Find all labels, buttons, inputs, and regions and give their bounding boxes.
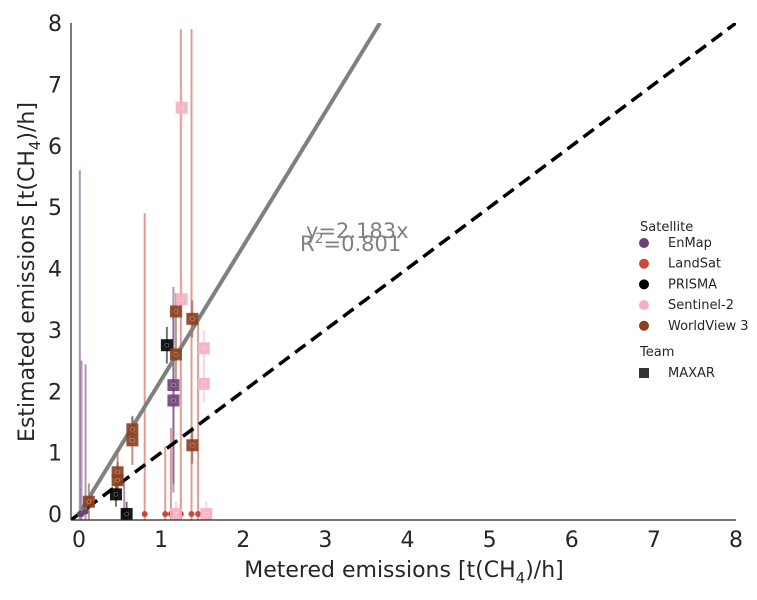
- data-point-center: [171, 382, 176, 388]
- legend-marker: [639, 300, 649, 311]
- legend-marker: [639, 320, 649, 331]
- x-tick-label: 6: [565, 528, 579, 553]
- data-point-center: [173, 352, 179, 357]
- data-point-center: [130, 438, 135, 443]
- x-axis-label: Metered emissions [t(CH4)/h]: [244, 558, 563, 587]
- legend-team-label: MAXAR: [668, 366, 715, 381]
- y-tick-label: 1: [48, 442, 62, 467]
- x-tick-label: 1: [154, 528, 168, 553]
- y-tick-label: 6: [48, 135, 62, 160]
- data-point-center: [115, 477, 120, 483]
- data-point-center: [201, 346, 207, 351]
- data-point-center: [115, 470, 120, 475]
- x-tick-label: 5: [483, 528, 497, 553]
- x-tick-label: 8: [729, 528, 743, 553]
- data-point-center: [124, 511, 129, 517]
- data-point: [141, 511, 148, 517]
- data-point-center: [179, 105, 184, 110]
- data-point-center: [190, 443, 195, 448]
- legend-satellite-title: Satellite: [640, 220, 693, 235]
- y-tick-label: 5: [48, 196, 62, 221]
- legend-entry-label: Sentinel-2: [668, 298, 734, 313]
- parity-line: [71, 23, 736, 520]
- y-tick-label: 4: [48, 258, 62, 283]
- legend-marker: [639, 258, 649, 269]
- x-tick-label: 2: [236, 528, 250, 553]
- data-point-center: [201, 381, 207, 387]
- legend-team-marker: [639, 368, 649, 378]
- y-tick-label: 8: [48, 12, 62, 37]
- data-point-center: [190, 316, 195, 322]
- axis-labels: Metered emissions [t(CH4)/h] Estimated e…: [15, 102, 564, 587]
- plot-area: [71, 23, 736, 520]
- data-point: [82, 508, 89, 515]
- data-point-center: [173, 309, 179, 314]
- legend-marker: [639, 238, 649, 248]
- x-tick-label: 3: [318, 528, 332, 553]
- data-point-center: [204, 511, 209, 517]
- data-point: [195, 511, 202, 517]
- data-point-center: [113, 492, 119, 497]
- regression-line: [77, 23, 382, 516]
- data-point-center: [173, 511, 179, 517]
- legend-entry-label: EnMap: [668, 236, 712, 251]
- y-tick-label: 0: [48, 503, 62, 528]
- y-tick-label: 7: [48, 73, 62, 98]
- legend-team-title: Team: [639, 345, 674, 360]
- legend-entry-label: LandSat: [668, 257, 721, 272]
- data-point-center: [86, 499, 92, 504]
- x-tick-label: 0: [72, 528, 86, 553]
- y-tick-label: 2: [48, 380, 62, 405]
- x-tick-label: 7: [647, 528, 661, 553]
- legend-entry-label: PRISMA: [668, 277, 717, 292]
- fit-equation: y=2.183x: [306, 219, 409, 243]
- y-tick-label: 3: [48, 319, 62, 344]
- legend: Satellite Team EnMap LandSat PRISMA Sentine…: [639, 220, 749, 381]
- data-point: [188, 511, 195, 517]
- y-axis-label: Estimated emissions [t(CH4)/h]: [15, 102, 44, 442]
- clipped-plot: [71, 23, 736, 520]
- data-point: [162, 511, 169, 517]
- x-tick-label: 4: [401, 528, 415, 553]
- legend-entry-label: WorldView 3: [668, 319, 749, 334]
- data-point-center: [179, 296, 184, 302]
- fit-r2: R2=0.801: [300, 231, 401, 256]
- fit-annotation: y=2.183x R2=0.801: [300, 219, 409, 256]
- data-point-center: [130, 427, 135, 432]
- legend-marker: [639, 279, 649, 290]
- axes: 0 1 2 3 4 5 6 7 8 0 1 2 3 4 5 6 7 8: [48, 12, 743, 553]
- data-point-center: [164, 342, 170, 348]
- data-point-center: [171, 398, 176, 403]
